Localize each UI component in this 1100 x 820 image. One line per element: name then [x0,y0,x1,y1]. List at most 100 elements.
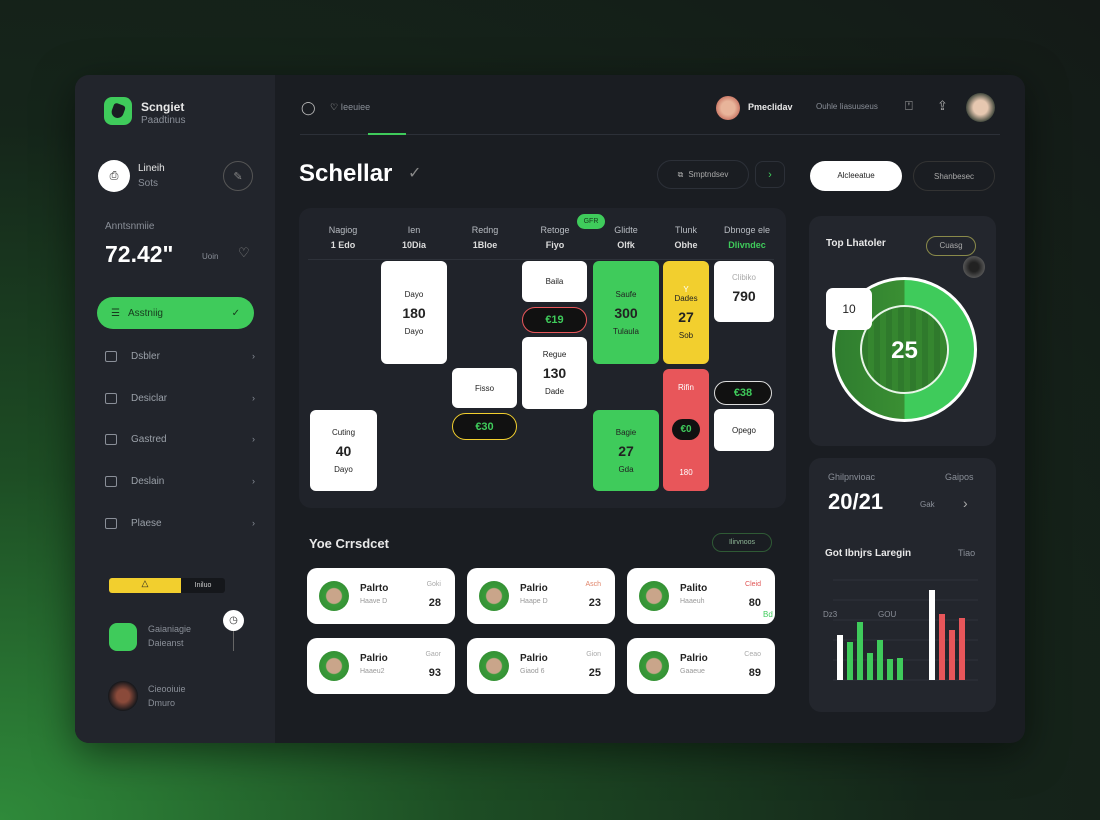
player-name: Palrio [520,653,548,664]
mini-avatar[interactable] [963,256,985,278]
share-icon[interactable]: ⇪ [937,98,948,113]
card-label: Regue [542,350,567,359]
card-value: 130 [542,365,567,381]
user-avatar[interactable]: ⎙ [98,160,130,192]
stats-unit: Gak [920,500,935,509]
schedule-badge: GFR [577,214,605,229]
schedule-card[interactable]: Dayo 180 Dayo [381,261,447,364]
topbar-link[interactable]: Ouhle Iiasuuseus [816,102,878,111]
heart-check-icon[interactable]: ♡ [238,245,250,260]
schedule-card[interactable]: Bagie 27 Gda [593,410,659,491]
schedule-card[interactable]: Rifin €0 180 [663,369,709,491]
edit-button[interactable]: ✎ [223,161,253,191]
stat-unit: Uoin [202,252,219,261]
players-view-all-button[interactable]: Ilirvnoos [712,533,772,552]
stat-value: 72.42" [105,241,174,267]
column-header: Redng 1Bloe [452,223,518,253]
card-value: 180 [402,304,426,321]
player-name: Palrio [680,653,708,664]
price-pill[interactable]: €19 [522,307,587,333]
user-avatar-small[interactable] [716,96,740,120]
schedule-card[interactable]: Clibiko 790 [714,261,774,322]
stats-label: Ghilpnvioac [828,472,876,482]
chevron-down-icon: ✓ [231,307,240,319]
card-sub: Gda [618,464,634,474]
price-pill[interactable]: €0 [672,419,700,441]
filter-label: Smptndsev [688,170,729,179]
column-day: Ien [407,225,421,235]
chart-bar [939,614,945,680]
card-label: Bagie [615,427,637,437]
coach-avatar[interactable] [108,681,138,711]
column-date: 10Dia [401,240,427,250]
schedule-card[interactable]: Saufe 300 Tulaula [593,261,659,364]
topbar-username[interactable]: Pmeclidav [748,102,793,112]
column-header: Ien 10Dia [381,223,447,253]
top-panel-button[interactable]: Cuasg [926,236,976,256]
promo-tag: Iniluo [181,578,225,593]
stats-value: 20/21 [828,489,884,514]
user-name: Lineih [138,163,165,174]
promo-bar[interactable]: △ Iniluo [109,578,225,593]
player-card[interactable]: Palrio Giaod 6 Gion 25 [467,638,615,694]
player-avatar [319,581,349,611]
schedule-card[interactable]: Opego [714,409,774,451]
player-stat-value: 25 [588,667,601,679]
sidebar-item-label: Deslain [131,475,165,487]
trend-icon[interactable]: › [963,495,968,511]
sidebar-item-label: Dsbler [131,350,160,362]
search-icon[interactable]: ◯ [301,100,316,115]
divider [300,134,1000,135]
price-pill[interactable]: €38 [714,381,772,405]
chart-bar [877,640,883,680]
player-card[interactable]: Palrio Gaaeue Ceao 89 [627,638,775,694]
schedule-card[interactable]: Regue 130 Dade [522,337,587,409]
filter-button[interactable]: ⧉ Smptndsev [657,160,749,189]
sidebar-active-item[interactable]: ☰ Asstniig ✓ [97,297,254,329]
column-header: Nagiog 1 Edo [310,223,376,253]
sidebar-item-1[interactable]: Dsbler › [105,346,255,366]
active-tab-indicator [368,133,406,135]
schedule-card[interactable]: Cuting 40 Dayo [310,410,377,491]
player-card[interactable]: Palrio Haape D Asch 23 [467,568,615,624]
card-label: Saufe [615,289,637,299]
sidebar-item-label: Plaese [131,517,162,529]
stats-right-label: Gaipos [945,472,974,482]
column-header: Retoge Fiyo [522,223,588,253]
player-card[interactable]: Palrio Haaeu2 Gaor 93 [307,638,455,694]
player-card[interactable]: Palito Haaeuh Cleid 80 [627,568,775,624]
bottom-item-sub: Daieanst [148,638,184,648]
sidebar-item-5[interactable]: Plaese › [105,513,255,533]
sidebar-item-label: Desiclar [131,392,168,404]
sidebar-item-3[interactable]: Gastred › [105,429,255,449]
profile-avatar[interactable] [966,93,995,122]
chart-bar [837,635,843,680]
schedule-card[interactable]: Fisso [452,368,517,408]
player-card[interactable]: Palrto Haave D Goki 28 [307,568,455,624]
column-header: Tlunk Obhe [653,223,719,253]
chat-icon: ♡ [330,102,341,112]
chart-title: Got Ibnjrs Laregin [825,548,912,559]
player-avatar [479,581,509,611]
notifications-icon[interactable]: ⍞ [905,98,913,113]
bottom-item-title: Cieooiuie [148,684,186,694]
player-stat-label: Gion [586,651,601,658]
player-stat-label: Cleid [745,581,761,588]
chart-bar [847,642,853,680]
secondary-button[interactable]: Shanbesec [913,161,995,191]
search-link[interactable]: ♡ Ieeuiee [330,102,370,113]
column-day: Tlunk [674,225,697,235]
next-button[interactable]: › [755,161,785,188]
chevron-icon: › [252,393,255,403]
ring-side-box[interactable]: 10 [826,288,872,330]
schedule-card[interactable]: Y Dades 27 Sob [663,261,709,364]
price-pill[interactable]: €30 [452,413,517,440]
schedule-card[interactable]: Baila [522,261,587,302]
column-date: Dlivndec [728,240,766,250]
player-sub: Giaod 6 [520,668,545,675]
sidebar-item-4[interactable]: Deslain › [105,471,255,491]
primary-button[interactable]: Alcleeatue [810,161,902,191]
column-date: 1Bloe [472,240,498,250]
clock-toggle[interactable]: ◷ [223,610,244,631]
sidebar-item-2[interactable]: Desiclar › [105,388,255,408]
